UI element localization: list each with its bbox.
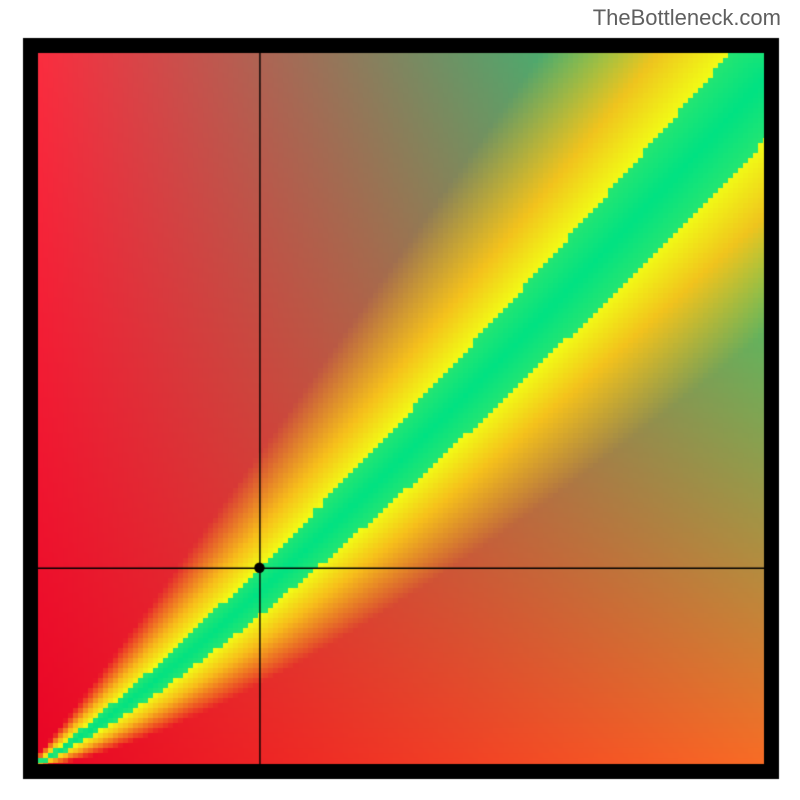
heatmap-canvas xyxy=(0,0,800,800)
watermark-text: TheBottleneck.com xyxy=(593,5,781,31)
chart-stage: TheBottleneck.com xyxy=(0,0,800,800)
